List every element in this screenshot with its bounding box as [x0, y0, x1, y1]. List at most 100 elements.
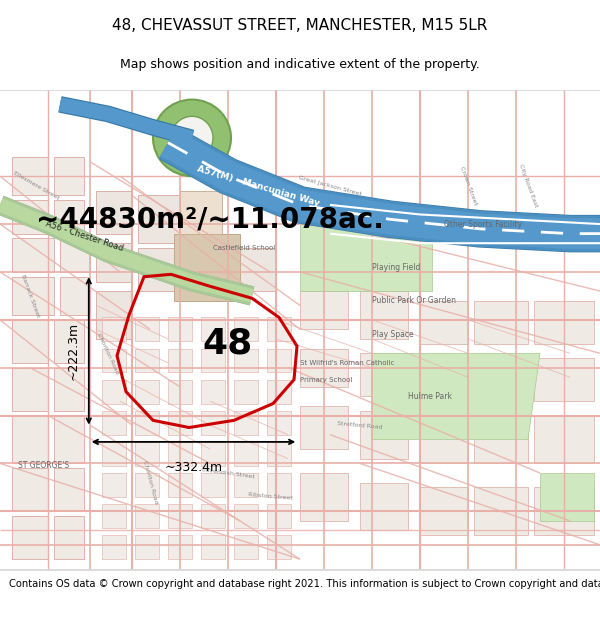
Text: ST GEORGE'S: ST GEORGE'S: [18, 461, 69, 471]
Bar: [168, 473, 192, 497]
Bar: [360, 291, 408, 339]
Bar: [267, 379, 291, 404]
Bar: [102, 379, 126, 404]
Bar: [174, 234, 240, 301]
Bar: [96, 243, 132, 281]
Ellipse shape: [153, 99, 231, 176]
Bar: [234, 442, 258, 466]
Bar: [234, 318, 258, 341]
Text: Chorlton Road: Chorlton Road: [96, 332, 120, 374]
Bar: [267, 349, 291, 372]
Bar: [168, 349, 192, 372]
Bar: [168, 535, 192, 559]
Bar: [201, 504, 225, 528]
Bar: [360, 482, 408, 531]
Bar: [135, 473, 159, 497]
Bar: [12, 238, 54, 272]
Bar: [102, 504, 126, 528]
Bar: [12, 468, 48, 511]
Bar: [102, 318, 126, 341]
Bar: [267, 504, 291, 528]
Bar: [102, 411, 126, 435]
Text: 48: 48: [203, 327, 253, 361]
Bar: [300, 473, 348, 521]
Bar: [168, 318, 192, 341]
Bar: [60, 277, 90, 315]
Text: A56 - Chester Road: A56 - Chester Road: [44, 219, 124, 253]
Bar: [267, 318, 291, 341]
Bar: [135, 535, 159, 559]
Bar: [168, 411, 192, 435]
Bar: [102, 349, 126, 372]
Bar: [267, 442, 291, 466]
Bar: [135, 349, 159, 372]
Text: Castlefield School: Castlefield School: [213, 245, 275, 251]
Text: ~44830m²/~11.078ac.: ~44830m²/~11.078ac.: [36, 205, 384, 233]
Bar: [267, 535, 291, 559]
Polygon shape: [300, 205, 432, 291]
Text: Barrack Street: Barrack Street: [20, 274, 40, 318]
Bar: [234, 248, 276, 291]
Bar: [96, 291, 132, 339]
Text: Playing Field: Playing Field: [372, 262, 421, 272]
Bar: [474, 416, 528, 463]
Text: Ribston Street: Ribston Street: [247, 492, 293, 501]
Bar: [420, 488, 468, 535]
Bar: [168, 504, 192, 528]
Text: Ellesmere Street: Ellesmere Street: [12, 171, 60, 201]
Bar: [300, 349, 348, 387]
Text: Contains OS data © Crown copyright and database right 2021. This information is : Contains OS data © Crown copyright and d…: [9, 579, 600, 589]
Bar: [234, 379, 258, 404]
Bar: [420, 358, 468, 401]
Bar: [234, 473, 258, 497]
Bar: [300, 291, 348, 329]
Bar: [267, 473, 291, 497]
Bar: [135, 504, 159, 528]
Text: Stretford Road: Stretford Road: [337, 421, 383, 429]
Text: Other Sports Facility: Other Sports Facility: [444, 219, 522, 229]
Bar: [201, 473, 225, 497]
Bar: [54, 157, 84, 196]
Bar: [12, 277, 54, 315]
Bar: [135, 442, 159, 466]
Polygon shape: [540, 473, 594, 521]
Bar: [102, 473, 126, 497]
Bar: [54, 368, 84, 411]
Bar: [168, 442, 192, 466]
Bar: [360, 411, 408, 459]
Text: Map shows position and indicative extent of the property.: Map shows position and indicative extent…: [120, 58, 480, 71]
Bar: [12, 200, 48, 234]
Text: ~222.3m: ~222.3m: [67, 322, 80, 380]
Polygon shape: [372, 353, 540, 439]
Text: Crown Street: Crown Street: [458, 166, 478, 206]
Bar: [534, 358, 594, 401]
Bar: [234, 411, 258, 435]
Bar: [54, 320, 84, 363]
Bar: [12, 416, 48, 463]
Bar: [201, 349, 225, 372]
Bar: [138, 196, 180, 243]
Bar: [12, 516, 48, 559]
Text: Public Park Or Garden: Public Park Or Garden: [372, 296, 456, 305]
Text: St Wilfrid's Roman Catholic: St Wilfrid's Roman Catholic: [300, 360, 394, 366]
Bar: [186, 243, 228, 281]
Bar: [360, 353, 408, 396]
Bar: [135, 318, 159, 341]
Bar: [201, 442, 225, 466]
Bar: [12, 157, 48, 196]
Bar: [474, 358, 528, 401]
Bar: [201, 318, 225, 341]
Text: Chorlton Road: Chorlton Road: [142, 461, 158, 505]
Bar: [201, 411, 225, 435]
Text: Play Space: Play Space: [372, 329, 413, 339]
Bar: [267, 411, 291, 435]
Bar: [234, 349, 258, 372]
Bar: [96, 191, 132, 234]
Text: Hulme Park: Hulme Park: [408, 392, 452, 401]
Bar: [60, 238, 90, 272]
Bar: [234, 535, 258, 559]
Text: Great Jackson Street: Great Jackson Street: [298, 175, 362, 196]
Bar: [12, 320, 48, 363]
Bar: [102, 442, 126, 466]
Bar: [54, 516, 84, 559]
